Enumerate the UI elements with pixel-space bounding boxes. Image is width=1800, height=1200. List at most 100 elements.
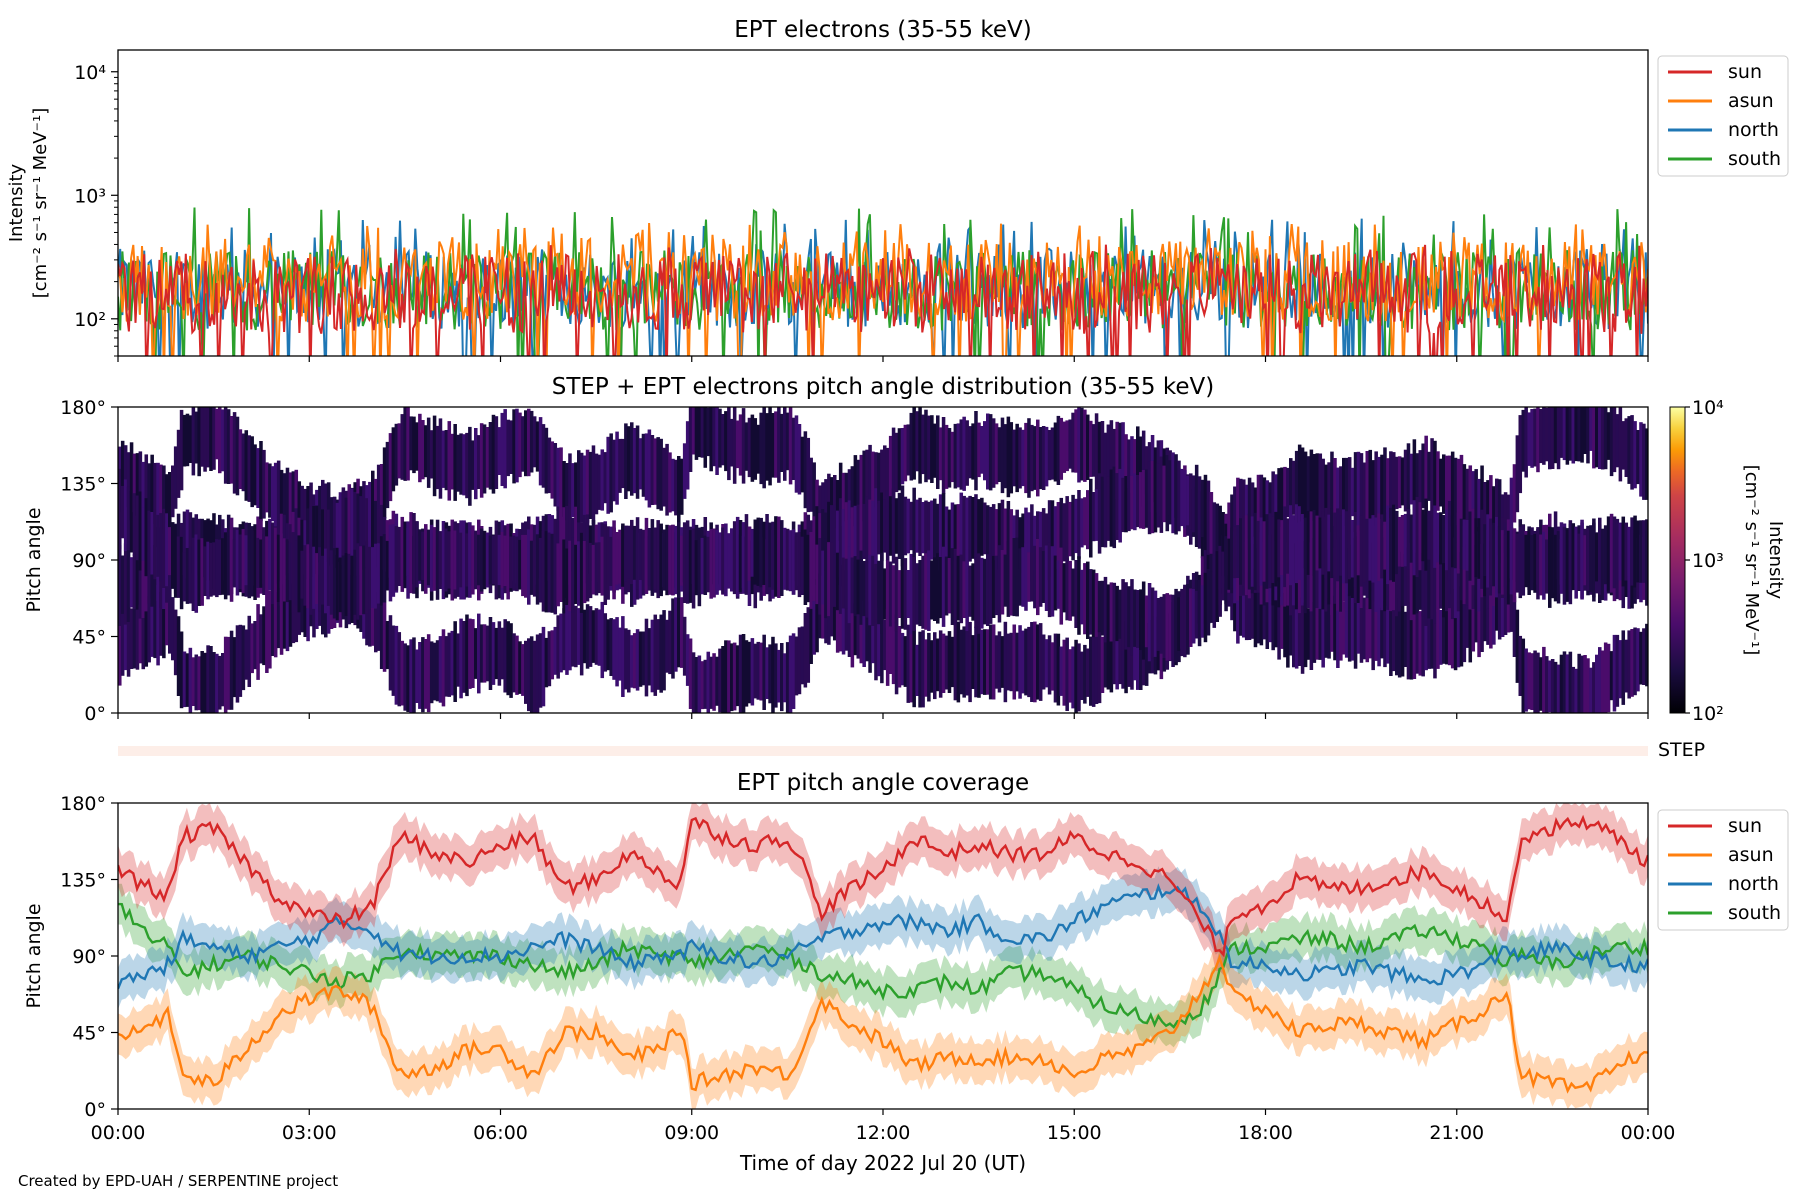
heatmap-cell-asun [780,643,784,712]
heatmap-cell-south [1197,580,1202,647]
heatmap-cell-south [1242,516,1246,587]
colorbar [1669,406,1686,714]
heatmap-cell-asun [123,613,128,671]
heatmap-cell-sun [485,427,490,488]
heatmap-cell-sun [1268,482,1272,531]
heatmap-cell-sun [512,409,516,484]
heatmap-cell-asun [1106,634,1111,690]
heatmap-cell-south [226,536,231,594]
heatmap-cell-sun [1141,430,1146,507]
heatmap-cell-sun [1421,443,1425,509]
heatmap-cell-sun [624,423,628,499]
heatmap-cell-sun [1236,477,1240,556]
heatmap-cell-north [912,487,916,565]
heatmap-cell-sun [753,418,758,480]
heatmap-cell-sun [1627,416,1631,484]
heatmap-cell-south [956,555,961,621]
heatmap-cell-asun [691,652,696,713]
heatmap-cell-sun [953,423,958,489]
heatmap-cell-sun [659,438,663,511]
heatmap-cell-south [927,550,931,631]
heatmap-cell-north [877,500,881,555]
heatmap-cell-sun [1615,414,1620,468]
heatmap-cell-south [627,525,631,579]
heatmap-cell-south [1200,585,1205,638]
heatmap-cell-sun [1294,450,1299,521]
heatmap-cell-south [468,522,472,598]
heatmap-cell-sun [638,438,643,490]
heatmap-cell-south [1286,518,1290,574]
heatmap-cell-sun [1342,457,1346,527]
panel1-ylabel-line2: [cm⁻² s⁻¹ sr⁻¹ MeV⁻¹] [30,108,51,299]
heatmap-cell-sun [915,411,919,472]
heatmap-cell-sun [1636,430,1640,485]
heatmap-cell-south [771,521,775,590]
heatmap-cell-north [1421,553,1425,617]
heatmap-cell-sun [276,460,281,540]
heatmap-cell-south [1336,508,1340,582]
heatmap-cell-south [768,522,772,588]
heatmap-cell-asun [535,634,540,713]
y-tick-label: 0° [84,703,106,725]
heatmap-cell-south [321,555,325,605]
heatmap-cell-sun [962,416,966,491]
heatmap-cell-south [385,540,390,591]
heatmap-cell-asun [588,606,593,667]
heatmap-cell-sun [253,444,257,506]
heatmap-cell-sun [777,407,781,483]
heatmap-cell-north [1383,537,1387,612]
heatmap-cell-sun [694,407,699,460]
heatmap-cell-south [1159,596,1164,654]
heatmap-cell-asun [1395,598,1399,676]
heatmap-cell-asun [1465,598,1470,648]
heatmap-cell-asun [1030,622,1034,702]
heatmap-cell-asun [980,629,984,695]
heatmap-cell-asun [141,595,146,670]
heatmap-cell-south [1468,511,1473,581]
y-tick-label: 90° [72,550,106,572]
heatmap-cell-asun [1100,636,1105,693]
heatmap-cell-south [412,513,416,594]
heatmap-cell-sun [1545,407,1549,462]
heatmap-cell-sun [680,458,684,515]
heatmap-cell-sun [765,413,769,481]
heatmap-cell-asun [997,631,1002,693]
heatmap-cell-sun [162,465,166,530]
heatmap-cell-south [1230,527,1234,589]
heatmap-cell-south [962,561,966,618]
heatmap-cell-south [1506,530,1511,605]
heatmap-cell-south [1592,518,1596,598]
heatmap-cell-asun [936,638,940,692]
heatmap-cell-asun [803,613,808,688]
heatmap-cell-sun [735,420,740,469]
heatmap-cell-asun [983,629,987,695]
heatmap-cell-asun [288,580,293,647]
heatmap-cell-asun [900,632,905,686]
heatmap-cell-south [1171,594,1175,660]
heatmap-cell-south [335,547,340,621]
heatmap-cell-south [865,560,869,618]
heatmap-cell-sun [135,453,140,516]
heatmap-cell-sun [1618,407,1623,482]
heatmap-cell-asun [1430,615,1434,669]
heatmap-cell-asun [1256,573,1261,644]
heatmap-cell-south [1294,504,1299,584]
heatmap-cell-asun [1577,653,1581,713]
heatmap-cell-south [176,536,181,598]
heatmap-cell-south [232,539,237,588]
heatmap-cell-north [324,507,328,563]
heatmap-cell-sun [956,423,961,488]
panel2-yaxis: 0°45°90°135°180° [60,397,118,725]
heatmap-cell-sun [538,417,543,486]
heatmap-cell-south [1236,525,1240,578]
x-tick-label: 03:00 [282,1122,337,1144]
heatmap-cell-sun [1242,479,1246,552]
series-sun-line [118,814,1648,958]
heatmap-cell-sun [688,407,693,472]
heatmap-cell-sun [1439,458,1443,507]
heatmap-cell-sun [524,410,528,477]
heatmap-cell-asun [474,628,478,679]
heatmap-cell-asun [594,608,599,665]
heatmap-cell-sun [521,416,525,472]
